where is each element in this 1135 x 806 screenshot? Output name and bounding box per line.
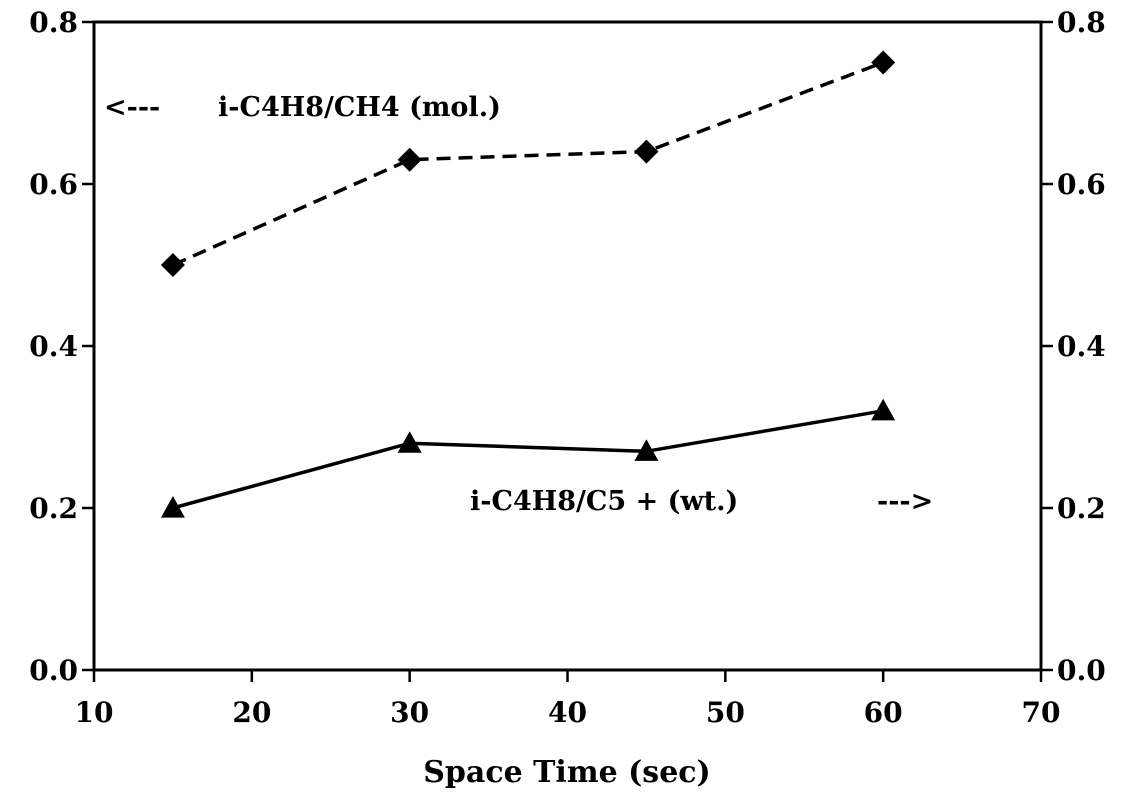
y-tick-label: 0.4: [29, 330, 78, 363]
series-2-arrow: --->: [877, 486, 933, 517]
y-tick-label: 0.0: [29, 654, 78, 687]
series-2-label: i-C4H8/C5 + (wt.): [470, 486, 738, 517]
series-2-point-1: [160, 496, 185, 518]
annotation-layer: <--- i-C4H8/CH4 (mol.) i-C4H8/C5 + (wt.)…: [104, 92, 933, 517]
series-2-point-4: [871, 398, 896, 421]
series-2-point-3: [634, 439, 659, 461]
y-tick-label: 0.8: [29, 6, 78, 39]
y-tick-label: 0.6: [29, 168, 78, 201]
x-axis-title: Space Time (sec): [423, 755, 711, 790]
series-1-label: i-C4H8/CH4 (mol.): [218, 92, 501, 123]
series-1-point-1: [160, 253, 185, 277]
y2-tick-label: 0.4: [1057, 330, 1106, 363]
series-1-line: [172, 60, 884, 267]
y2-tick-label: 0.2: [1057, 492, 1106, 525]
y2-tick-label: 0.6: [1057, 168, 1106, 201]
y2-tick-label: 0.8: [1057, 6, 1106, 39]
x-tick-label: 50: [706, 696, 745, 729]
x-tick-label: 40: [548, 696, 587, 729]
series-1-point-4: [871, 50, 896, 75]
series-1-point-3: [634, 139, 659, 164]
axis-ticks: 10 20 30 40 50 60 70 0.0 0.2 0.4 0.6 0.8 0.0 0.2 0.4 0.…: [29, 6, 1105, 729]
series-1-arrow: <---: [104, 92, 160, 123]
x-tick-label: 70: [1022, 696, 1061, 729]
series-2-point-2: [397, 431, 422, 453]
series-1-point-2: [397, 147, 422, 172]
x-tick-label: 60: [864, 696, 903, 729]
x-tick-label: 20: [232, 696, 271, 729]
series-layer: [160, 50, 896, 518]
x-tick-label: 10: [75, 696, 114, 729]
x-tick-label: 30: [390, 696, 429, 729]
series-2-line: [172, 409, 884, 510]
y2-tick-label: 0.0: [1057, 654, 1106, 687]
y-tick-label: 0.2: [29, 492, 78, 525]
